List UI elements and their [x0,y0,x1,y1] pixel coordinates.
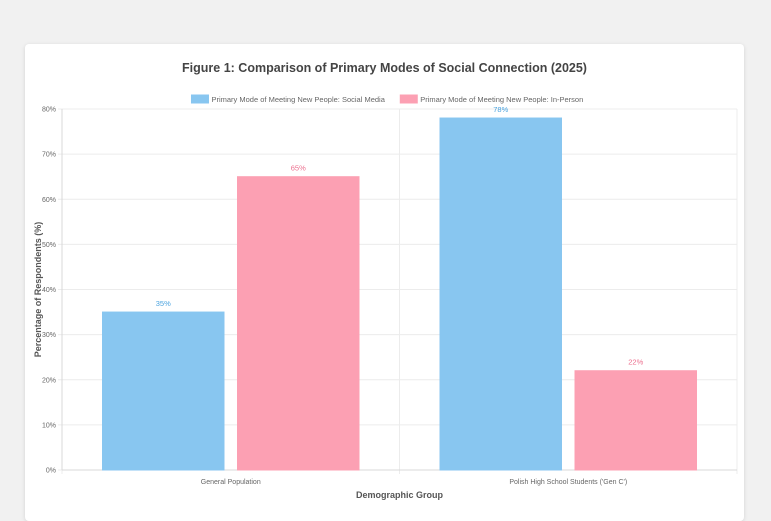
bar-data-label: 78% [493,105,508,114]
bar-data-label: 65% [291,164,306,173]
bar-data-label: 35% [156,299,171,308]
bar [574,370,697,471]
legend-label: Primary Mode of Meeting New People: In-P… [420,95,583,104]
chart-title: Figure 1: Comparison of Primary Modes of… [182,61,587,75]
bar-chart: 0% 10% 20% 30% 40% 50% 60% 70% 80% 35% 65% General … [33,94,738,500]
bar [237,176,360,471]
legend-swatch [190,94,209,104]
y-tick-label: 20% [42,377,56,384]
y-tick-label: 30% [42,332,56,339]
bar [439,117,562,471]
y-tick-label: 70% [42,152,56,159]
y-tick-label: 50% [42,242,56,249]
y-tick-label: 80% [42,107,56,114]
y-tick-label: 0% [46,468,56,475]
legend-label: Primary Mode of Meeting New People: Soci… [211,95,385,104]
bar-data-label: 22% [628,358,643,367]
bar [102,311,225,471]
y-tick-label: 40% [42,287,56,294]
x-tick-label: Polish High School Students ('Gen C') [509,479,627,486]
x-tick-label: General Population [201,479,261,486]
y-tick-label: 10% [42,422,56,429]
chart-card: Figure 1: Comparison of Primary Modes of… [25,44,744,521]
x-axis-title: Demographic Group [356,490,444,500]
y-axis-title: Percentage of Respondents (%) [33,222,43,358]
y-tick-label: 60% [42,197,56,204]
legend-swatch [399,94,418,104]
